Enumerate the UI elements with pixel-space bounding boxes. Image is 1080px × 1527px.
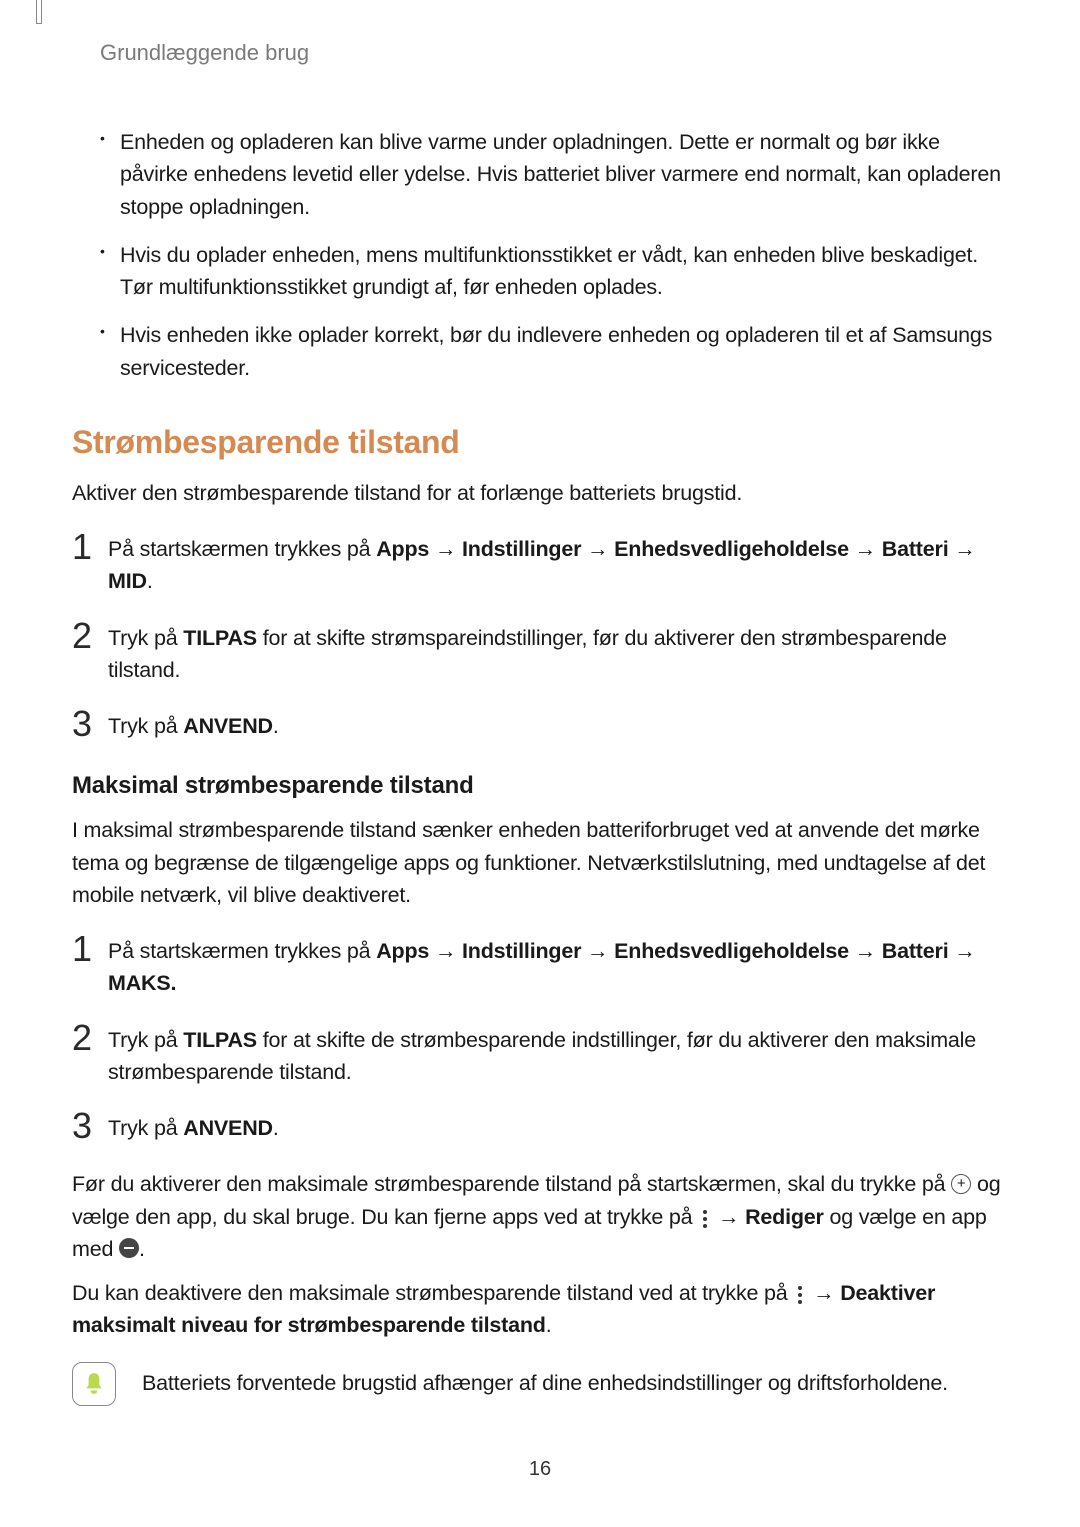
subsection-heading: Maksimal strømbesparende tilstand — [72, 772, 1008, 800]
page-number: 16 — [0, 1458, 1080, 1481]
step-number: 3 — [72, 706, 108, 742]
step-number: 2 — [72, 618, 108, 654]
step-text: På startskærmen trykkes på Apps → Indsti… — [108, 935, 1008, 1000]
paragraph: Før du aktiverer den maksimale strømbesp… — [72, 1168, 1008, 1265]
step-2: 2 Tryk på TILPAS for at skifte strømspar… — [72, 622, 1008, 687]
section-intro: Aktiver den strømbesparende tilstand for… — [72, 477, 1008, 509]
step-number: 2 — [72, 1020, 108, 1056]
more-vert-icon — [793, 1282, 807, 1302]
paragraph: Du kan deaktivere den maksimale strømbes… — [72, 1277, 1008, 1342]
subsection-intro: I maksimal strømbesparende tilstand sænk… — [72, 814, 1008, 911]
note-text: Batteriets forventede brugstid afhænger … — [142, 1367, 948, 1399]
step-1: 1 På startskærmen trykkes på Apps → Inds… — [72, 935, 1008, 1000]
bullet-item: Hvis du oplader enheden, mens multifunkt… — [100, 239, 1008, 304]
step-number: 3 — [72, 1108, 108, 1144]
bullet-item: Hvis enheden ikke oplader korrekt, bør d… — [100, 319, 1008, 384]
step-1: 1 På startskærmen trykkes på Apps → Inds… — [72, 533, 1008, 598]
step-number: 1 — [72, 529, 108, 565]
step-number: 1 — [72, 931, 108, 967]
step-3: 3 Tryk på ANVEND. — [72, 710, 1008, 742]
minus-circle-icon — [119, 1238, 139, 1258]
step-3: 3 Tryk på ANVEND. — [72, 1112, 1008, 1144]
step-text: Tryk på ANVEND. — [108, 710, 1008, 742]
step-text: Tryk på TILPAS for at skifte strømsparei… — [108, 622, 1008, 687]
note-callout: Batteriets forventede brugstid afhænger … — [72, 1362, 1008, 1406]
step-text: Tryk på TILPAS for at skifte de strømbes… — [108, 1024, 1008, 1089]
breadcrumb: Grundlæggende brug — [100, 40, 1008, 66]
note-bell-icon — [72, 1362, 116, 1406]
step-2: 2 Tryk på TILPAS for at skifte de strømb… — [72, 1024, 1008, 1089]
more-vert-icon — [698, 1206, 712, 1226]
page-content: Grundlæggende brug Enheden og opladeren … — [0, 0, 1080, 1446]
step-text: På startskærmen trykkes på Apps → Indsti… — [108, 533, 1008, 598]
step-text: Tryk på ANVEND. — [108, 1112, 1008, 1144]
bullet-item: Enheden og opladeren kan blive varme und… — [100, 126, 1008, 223]
section-heading: Strømbesparende tilstand — [72, 424, 1008, 461]
page-tab-marker — [36, 0, 42, 24]
plus-circle-icon — [951, 1174, 971, 1194]
warning-bullet-list: Enheden og opladeren kan blive varme und… — [100, 126, 1008, 384]
